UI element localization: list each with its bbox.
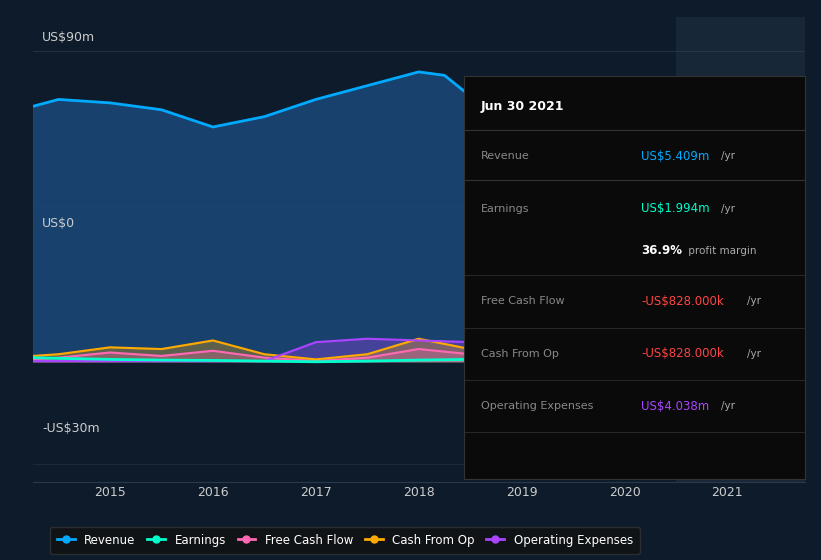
Text: Free Cash Flow: Free Cash Flow	[481, 296, 565, 306]
Text: Jun 30 2021: Jun 30 2021	[481, 100, 564, 113]
Text: /yr: /yr	[721, 204, 735, 214]
Text: -US$30m: -US$30m	[42, 422, 99, 435]
Text: /yr: /yr	[747, 296, 761, 306]
Text: /yr: /yr	[721, 401, 735, 411]
Text: Earnings: Earnings	[481, 204, 530, 214]
Text: /yr: /yr	[747, 349, 761, 359]
Text: US$4.038m: US$4.038m	[641, 400, 709, 413]
Text: 36.9%: 36.9%	[641, 245, 682, 258]
Text: US$1.994m: US$1.994m	[641, 202, 709, 215]
Text: -US$828.000k: -US$828.000k	[641, 295, 724, 308]
Text: US$90m: US$90m	[42, 31, 95, 44]
Text: US$0: US$0	[42, 217, 76, 230]
Text: US$5.409m: US$5.409m	[641, 150, 709, 163]
Text: profit margin: profit margin	[686, 246, 757, 256]
Text: Revenue: Revenue	[481, 151, 530, 161]
Text: -US$828.000k: -US$828.000k	[641, 347, 724, 360]
Legend: Revenue, Earnings, Free Cash Flow, Cash From Op, Operating Expenses: Revenue, Earnings, Free Cash Flow, Cash …	[50, 527, 640, 554]
Text: Operating Expenses: Operating Expenses	[481, 401, 594, 411]
Text: /yr: /yr	[721, 151, 735, 161]
Text: Cash From Op: Cash From Op	[481, 349, 559, 359]
Bar	[676, 17, 805, 482]
